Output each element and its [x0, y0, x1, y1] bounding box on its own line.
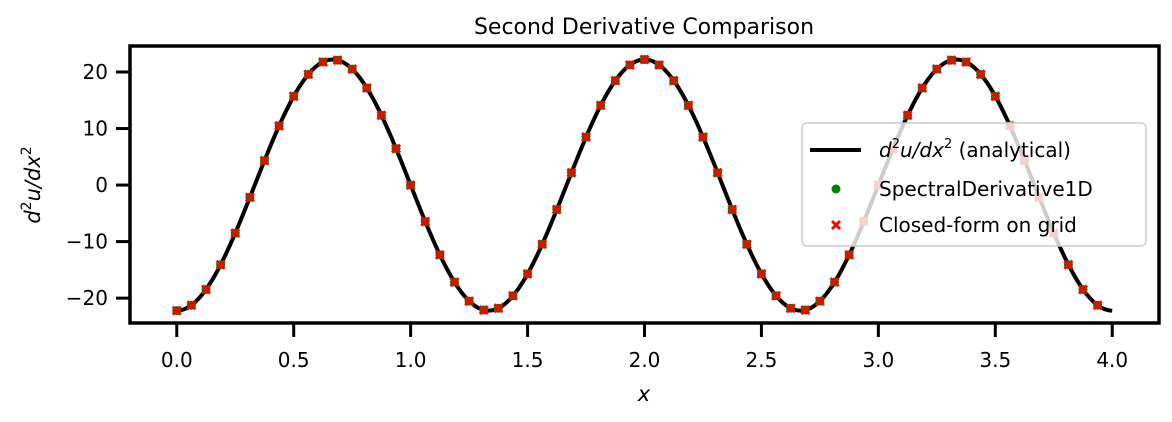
closed-form-point [639, 54, 650, 65]
closed-form-point [829, 277, 840, 288]
closed-form-point [434, 249, 445, 260]
closed-form-point [1092, 300, 1103, 311]
y-tick-label: 10 [83, 117, 108, 141]
y-tick-label: 0 [95, 173, 108, 197]
x-axis-label: x [637, 382, 651, 406]
closed-form-point [391, 143, 402, 154]
closed-form-point [712, 167, 723, 178]
legend-red-x-icon [831, 220, 841, 230]
closed-form-point [537, 239, 548, 250]
closed-form-point [347, 64, 358, 75]
closed-form-point [624, 59, 635, 70]
x-axis-ticks: 0.0 0.5 1.0 1.5 2.0 2.5 3.0 3.5 4.0 [161, 323, 1128, 372]
closed-form-point [654, 59, 665, 70]
y-axis-label: d2u/dx2 [19, 146, 45, 223]
closed-form-point [931, 64, 942, 75]
closed-form-point [493, 303, 504, 314]
closed-form-point [771, 290, 782, 301]
x-tick-label: 4.0 [1096, 348, 1128, 372]
closed-form-point [566, 167, 577, 178]
legend-box [801, 122, 1147, 247]
y-axis-ticks: −20 −10 0 10 20 [66, 60, 130, 310]
closed-form-point [1063, 259, 1074, 270]
chart-title: Second Derivative Comparison [474, 15, 814, 40]
closed-form-point [288, 91, 299, 102]
closed-form-point [990, 91, 1001, 102]
x-tick-label: 3.0 [862, 348, 894, 372]
closed-form-point [186, 300, 197, 311]
closed-form-point [551, 204, 562, 215]
closed-form-point [317, 56, 328, 67]
closed-form-point [727, 204, 738, 215]
closed-form-point [610, 75, 621, 86]
closed-form-point [478, 305, 489, 315]
closed-form-point [917, 83, 928, 93]
closed-form-point [507, 290, 518, 301]
closed-form-point [259, 155, 270, 166]
closed-form-point [420, 216, 431, 227]
closed-form-point [274, 120, 285, 131]
closed-form-point [668, 75, 679, 86]
x-tick-label: 3.5 [979, 348, 1011, 372]
x-tick-label: 0.5 [278, 348, 310, 372]
closed-form-point [201, 284, 212, 295]
closed-form-point [785, 303, 796, 314]
legend-label-analytical: d2u/dx2 (analytical) [879, 137, 1071, 162]
closed-form-point [800, 305, 811, 315]
legend-green-dot-icon [831, 184, 841, 194]
x-tick-label: 2.0 [629, 348, 661, 372]
x-tick-label: 1.5 [512, 348, 544, 372]
closed-form-point [756, 268, 767, 279]
closed-form-point [361, 83, 372, 93]
closed-form-point [449, 277, 460, 288]
closed-form-point [303, 69, 314, 80]
closed-form-point [376, 110, 387, 121]
closed-form-point [522, 268, 533, 279]
x-tick-label: 0.0 [161, 348, 193, 372]
closed-form-point [844, 249, 855, 260]
legend: d2u/dx2 (analytical) SpectralDerivative1… [801, 122, 1147, 247]
closed-form-point [961, 56, 972, 67]
closed-form-point [975, 69, 986, 80]
y-tick-label: 20 [83, 60, 108, 84]
closed-form-point [741, 239, 752, 250]
closed-form-point [902, 110, 913, 121]
closed-form-point [332, 55, 343, 66]
closed-form-point [215, 259, 226, 270]
plot-area [171, 54, 1113, 316]
legend-label-closed-form: Closed-form on grid [879, 213, 1077, 237]
closed-form-point [171, 305, 182, 316]
y-tick-label: −20 [66, 286, 108, 310]
closed-form-point [683, 100, 694, 111]
closed-form-point [595, 100, 606, 111]
closed-form-point [230, 228, 241, 239]
closed-form-point [1077, 284, 1088, 295]
closed-form-point [405, 180, 416, 191]
legend-label-spectral: SpectralDerivative1D [879, 177, 1093, 201]
x-tick-label: 2.5 [746, 348, 778, 372]
y-tick-label: −10 [66, 230, 108, 254]
closed-form-point [946, 55, 957, 66]
closed-form-point [814, 296, 825, 307]
closed-form-point [464, 296, 475, 307]
closed-form-point [697, 132, 708, 143]
x-tick-label: 1.0 [395, 348, 427, 372]
closed-form-point [244, 192, 255, 203]
closed-form-point [581, 132, 592, 143]
closed-form-points [171, 54, 1103, 316]
